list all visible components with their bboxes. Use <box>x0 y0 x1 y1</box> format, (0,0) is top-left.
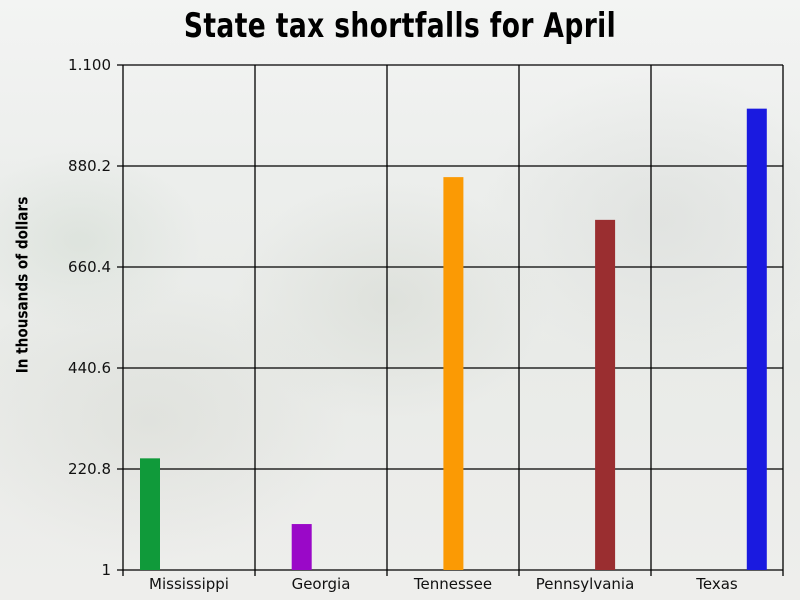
bar-tennessee <box>443 177 464 570</box>
chart-title: State tax shortfalls for April <box>183 6 617 46</box>
x-tick-label: Tennessee <box>413 575 492 593</box>
x-tick-label: Pennsylvania <box>536 575 635 593</box>
bar-georgia <box>291 524 312 570</box>
y-tick-label: 220.8 <box>68 460 111 478</box>
y-tick-label: 880.2 <box>68 157 111 175</box>
y-tick-label: 660.4 <box>68 258 111 276</box>
x-tick-label: Texas <box>695 575 738 593</box>
y-tick-label: 1.100 <box>68 56 111 74</box>
bar-pennsylvania <box>595 219 616 570</box>
y-tick-label: 440.6 <box>68 359 111 377</box>
y-tick-label: 1 <box>101 561 111 579</box>
bar-texas <box>746 108 767 570</box>
bar-mississippi <box>140 458 160 570</box>
x-tick-label: Georgia <box>292 575 351 593</box>
x-tick-label: Mississippi <box>149 575 229 593</box>
